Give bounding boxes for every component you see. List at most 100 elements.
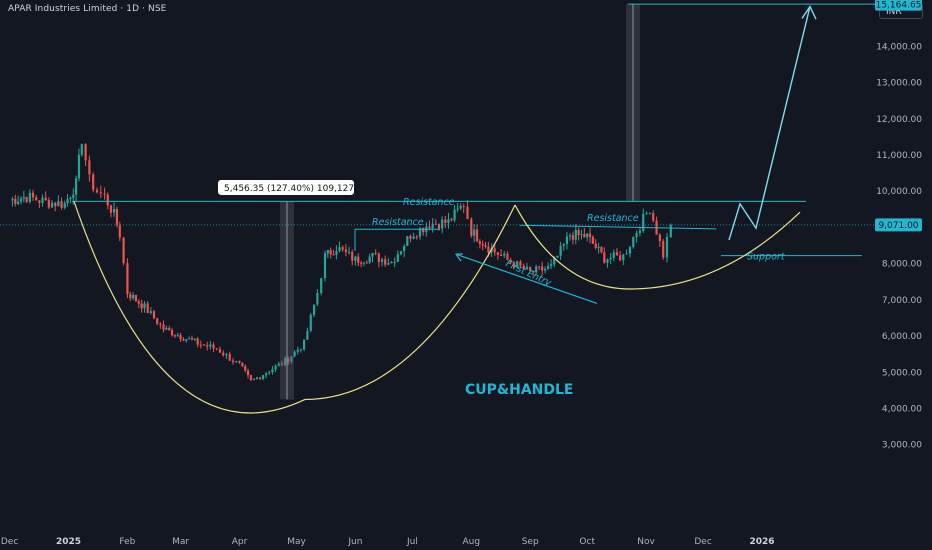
candle-body <box>244 366 247 371</box>
candle-body <box>199 344 202 346</box>
x-tick-label: Dec <box>694 537 711 547</box>
candle-body <box>132 295 135 299</box>
candle-body <box>126 263 129 295</box>
candle-body <box>478 241 481 244</box>
candle-body <box>249 375 252 380</box>
candle-body <box>326 249 329 254</box>
candle-body <box>320 278 323 293</box>
candle-body <box>77 154 81 179</box>
candle-body <box>669 224 672 238</box>
candle-body <box>92 174 95 190</box>
candle-body <box>165 328 168 330</box>
candle-body <box>603 252 606 263</box>
candle-body <box>235 360 238 362</box>
candle-body <box>556 255 559 258</box>
candle-body <box>268 372 271 374</box>
candle-body <box>38 200 41 203</box>
candle-body <box>252 378 256 380</box>
candle-body <box>277 363 280 366</box>
candle-body <box>396 254 399 262</box>
candle-body <box>99 192 102 194</box>
candle-body <box>31 192 35 198</box>
candle-body <box>565 236 569 245</box>
candle-body <box>481 243 484 246</box>
candle-body <box>60 201 63 208</box>
candle-body <box>470 219 473 236</box>
candle-body <box>218 349 222 353</box>
candle-body <box>559 245 562 256</box>
pattern-label: CUP&HANDLE <box>465 382 574 398</box>
candle-body <box>122 237 125 264</box>
candle-body <box>146 303 149 313</box>
candle-body <box>188 338 191 340</box>
first-entry-arrow <box>456 254 598 305</box>
candle-body <box>179 335 182 340</box>
candle-body <box>332 254 335 256</box>
candle-body <box>209 344 212 347</box>
candle-body <box>17 201 20 204</box>
chart-title: APAR Industries Limited · 1D · NSE <box>8 4 167 14</box>
candle-body <box>577 230 580 235</box>
cup-curve-right <box>514 204 801 290</box>
x-tick-label: Sep <box>522 537 539 547</box>
candle-body <box>512 262 516 268</box>
candle-body <box>134 295 138 302</box>
candle-body <box>519 261 522 266</box>
candle-body <box>341 247 344 250</box>
candle-body <box>506 253 509 260</box>
candle-body <box>25 197 28 202</box>
candle-body <box>499 254 503 256</box>
candle-body <box>550 264 553 267</box>
candle-body <box>475 229 479 242</box>
candles <box>11 143 672 382</box>
candle-body <box>84 144 87 161</box>
candle-body <box>665 237 669 258</box>
candle-body <box>290 356 293 362</box>
candle-body <box>156 318 159 324</box>
candle-body <box>594 243 597 248</box>
x-tick-label: Jul <box>406 537 418 547</box>
y-tick-label: 3,000.00 <box>882 441 922 451</box>
measure-box-left <box>218 179 354 195</box>
candle-body <box>351 251 354 261</box>
candle-body <box>185 339 188 341</box>
candle-body <box>57 201 60 207</box>
candle-body <box>415 236 418 238</box>
candle-body <box>374 252 377 254</box>
candle-body <box>412 236 415 239</box>
candle-body <box>625 253 628 255</box>
candle-body <box>642 213 645 231</box>
x-tick-label: Apr <box>232 537 248 547</box>
candle-body <box>409 235 412 239</box>
x-tick-label: Aug <box>463 537 481 547</box>
candle-body <box>206 345 209 347</box>
candle-body <box>437 224 441 229</box>
candle-body <box>196 338 199 345</box>
candle-body <box>137 301 140 304</box>
candle-body <box>222 352 225 356</box>
candle-body <box>72 194 75 198</box>
candle-body <box>393 261 396 263</box>
candle-body <box>434 223 437 225</box>
candle-body <box>323 253 327 279</box>
x-tick-label: Mar <box>172 537 189 547</box>
candle-body <box>309 314 312 331</box>
candle-body <box>66 199 69 204</box>
x-tick-label: 2025 <box>56 537 81 547</box>
candle-body <box>473 229 476 236</box>
candle-body <box>441 219 444 229</box>
candle-body <box>496 252 499 255</box>
candle-body <box>368 256 371 263</box>
candle-body <box>503 253 506 256</box>
candle-body <box>47 200 50 208</box>
candle-body <box>365 262 368 264</box>
candle-body <box>280 363 284 365</box>
candle-body <box>453 209 456 221</box>
candle-body <box>609 257 612 260</box>
candle-body <box>115 208 119 226</box>
candle-body <box>287 358 290 362</box>
candle-body <box>462 205 465 207</box>
current-price-label-text: 9,071.00 <box>878 221 918 231</box>
